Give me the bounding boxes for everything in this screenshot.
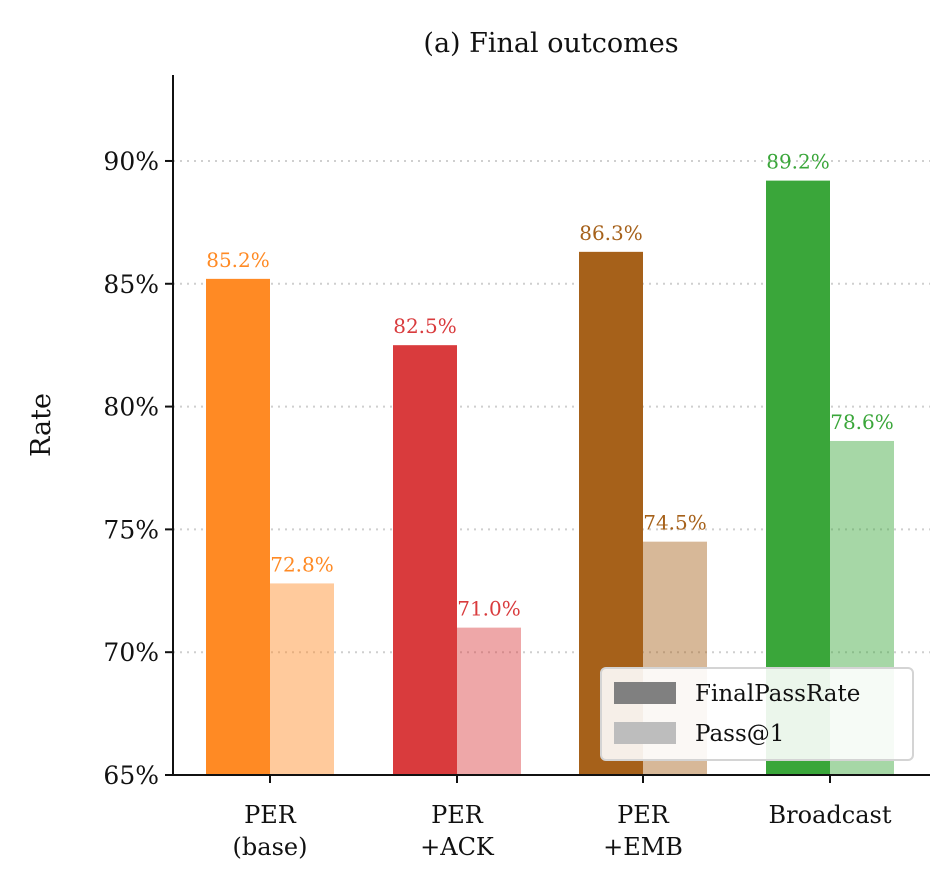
y-tick-label: 65% (103, 761, 159, 790)
y-ticks: 65% 70% 75% 80% 85% 90% (103, 147, 173, 790)
bar-pass-1-0 (270, 583, 334, 775)
data-label: 86.3% (579, 221, 643, 245)
data-label: 78.6% (830, 410, 894, 434)
legend-label: Pass@1 (695, 721, 784, 747)
y-axis-label: Rate (26, 393, 57, 457)
axes (172, 75, 930, 776)
legend-swatch (614, 682, 676, 704)
x-tick-label: Broadcast (769, 801, 892, 829)
y-tick-label: 80% (103, 393, 159, 422)
data-labels: 85.2% 82.5% 86.3% 89.2% 72.8% 71.0% 74.5% 78.6% (206, 150, 894, 621)
y-tick-label: 75% (103, 515, 159, 544)
data-label: 71.0% (457, 597, 521, 621)
bar-pass-1-1 (457, 627, 521, 775)
bar-finalpassrate-0 (206, 278, 270, 775)
x-tick-labels: PER (base) PER +ACK PER +EMB Broadcast (233, 775, 892, 861)
x-tick-label: PER (617, 801, 670, 829)
data-label: 89.2% (766, 150, 830, 174)
legend-box (600, 667, 914, 761)
bar-finalpassrate-1 (393, 345, 457, 775)
legend-swatch (614, 722, 676, 744)
y-tick-label: 85% (103, 270, 159, 299)
data-label: 85.2% (206, 248, 270, 272)
data-label: 74.5% (643, 511, 707, 535)
data-label: 72.8% (270, 552, 334, 576)
x-tick-label: PER (431, 801, 484, 829)
chart-title: (a) Final outcomes (423, 28, 678, 59)
x-tick-label: (base) (233, 833, 308, 861)
y-tick-label: 70% (103, 638, 159, 667)
x-tick-label: +ACK (420, 833, 495, 861)
y-tick-label: 90% (103, 147, 159, 176)
x-tick-label: PER (244, 801, 297, 829)
data-label: 82.5% (393, 314, 457, 338)
x-tick-label: +EMB (603, 833, 683, 861)
legend-label: FinalPassRate (695, 681, 860, 707)
legend: FinalPassRate Pass@1 (600, 667, 914, 761)
